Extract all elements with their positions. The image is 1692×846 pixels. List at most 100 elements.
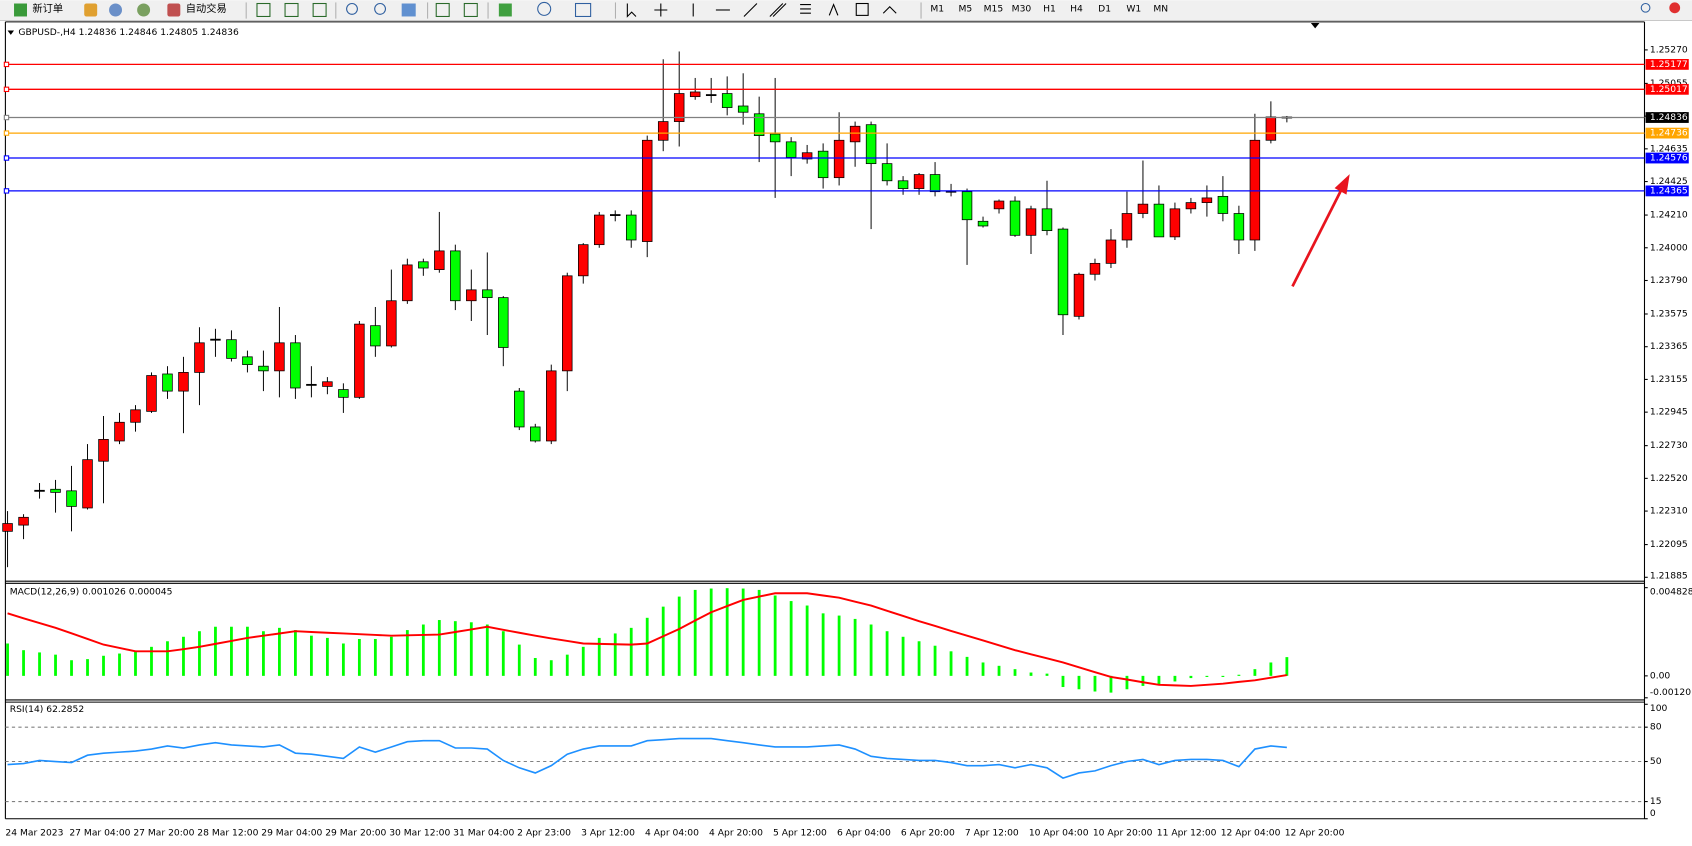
auto-trading-button[interactable]: 自动交易 xyxy=(186,2,227,15)
search-icon[interactable] xyxy=(1640,2,1651,13)
annotation-arrowhead xyxy=(1334,174,1350,195)
macd-bar xyxy=(693,589,697,676)
candle-body xyxy=(1217,195,1229,214)
arrows-icon[interactable] xyxy=(882,5,897,14)
y-tick-label: 0.00 xyxy=(1650,670,1671,681)
templates-icon[interactable] xyxy=(574,2,592,18)
macd-bar xyxy=(629,627,633,676)
macd-bar xyxy=(1045,673,1049,676)
y-tick-label: 80 xyxy=(1650,722,1662,733)
new-order-button[interactable]: 新订单 xyxy=(32,2,63,15)
autoscroll-icon[interactable] xyxy=(435,2,450,18)
candle-body xyxy=(66,490,77,507)
x-tick-label: 12 Apr 20:00 xyxy=(1285,827,1345,838)
candle-body xyxy=(849,125,861,143)
label-icon[interactable] xyxy=(855,2,869,16)
macd-bar xyxy=(613,633,617,676)
candle-body xyxy=(482,289,493,299)
candle-body xyxy=(434,250,445,270)
candle-body xyxy=(594,214,605,246)
timeframe-button[interactable]: M5 xyxy=(958,3,972,14)
candle-body xyxy=(753,113,765,136)
toolbar-icon[interactable] xyxy=(109,3,123,17)
candle-body xyxy=(98,439,109,462)
candle-body xyxy=(1137,203,1149,214)
candle-body xyxy=(609,214,621,216)
macd-bar xyxy=(565,654,569,676)
periods-icon[interactable] xyxy=(537,1,552,16)
price-level-label: 1.24576 xyxy=(1650,153,1688,164)
chart-title: GBPUSD-,H4 1.24836 1.24846 1.24805 1.248… xyxy=(18,27,239,38)
tile-icon[interactable] xyxy=(401,3,416,17)
macd-bar xyxy=(150,646,153,676)
candle-body xyxy=(258,365,269,372)
y-tick-label: 1.25055 xyxy=(1650,78,1688,89)
x-tick-label: 28 Mar 12:00 xyxy=(197,827,258,838)
macd-bar xyxy=(677,596,681,676)
bar-chart-icon[interactable] xyxy=(256,2,271,18)
timeframe-button[interactable]: M30 xyxy=(1012,3,1032,14)
text-icon[interactable] xyxy=(828,3,839,16)
macd-bar xyxy=(373,639,377,676)
macd-bar xyxy=(38,652,41,676)
macd-bar xyxy=(1173,675,1177,682)
candle-body xyxy=(961,191,973,221)
toolbar-icon[interactable] xyxy=(137,3,151,17)
timeframe-button[interactable]: MN xyxy=(1153,3,1168,14)
timeframe-button[interactable]: H4 xyxy=(1070,3,1083,14)
candle-body xyxy=(562,275,573,372)
toolbar-icon[interactable] xyxy=(84,3,98,17)
candle-body xyxy=(34,489,45,492)
notification-icon[interactable] xyxy=(1669,2,1681,14)
candle-body xyxy=(194,342,205,373)
macd-bar xyxy=(1013,669,1017,676)
candle-body xyxy=(402,264,413,302)
candle-chart-icon[interactable] xyxy=(284,2,299,18)
x-tick-label: 2 Apr 23:00 xyxy=(517,827,571,838)
cursor-icon[interactable] xyxy=(626,3,637,18)
auto-trading-icon[interactable] xyxy=(167,3,181,17)
timeframe-button[interactable]: H1 xyxy=(1043,3,1056,14)
zoom-out-icon[interactable] xyxy=(374,2,387,15)
timeframe-button[interactable]: M15 xyxy=(984,3,1004,14)
fibo-icon[interactable] xyxy=(800,4,811,14)
candle-body xyxy=(498,297,509,348)
indicators-icon[interactable] xyxy=(498,3,512,17)
candle-body xyxy=(881,163,893,182)
timeframe-button[interactable]: M1 xyxy=(930,3,944,14)
candle-body xyxy=(929,174,941,193)
candle-body xyxy=(466,289,477,302)
zoom-in-icon[interactable] xyxy=(346,2,358,15)
macd-bar xyxy=(1221,675,1225,677)
y-tick-label: 1.21885 xyxy=(1650,570,1688,581)
candle-body xyxy=(178,372,189,392)
new-order-icon[interactable] xyxy=(14,3,27,17)
candle-body xyxy=(1057,228,1069,316)
trendline-icon[interactable] xyxy=(743,3,758,17)
crosshair-icon[interactable] xyxy=(654,3,668,17)
macd-bar xyxy=(405,630,409,676)
y-tick-label: 15 xyxy=(1650,796,1662,807)
y-tick-label: 1.22730 xyxy=(1650,440,1688,451)
shift-icon[interactable] xyxy=(463,2,478,18)
candle-body xyxy=(1201,197,1213,203)
macd-bar xyxy=(1093,675,1097,692)
x-tick-label: 11 Apr 12:00 xyxy=(1157,827,1217,838)
macd-bar xyxy=(789,601,793,676)
timeframe-button[interactable]: W1 xyxy=(1126,3,1141,14)
price-level-tag xyxy=(1645,58,1689,70)
macd-bar xyxy=(22,650,25,676)
macd-bar xyxy=(501,631,505,676)
candle-body xyxy=(530,426,541,442)
macd-bar xyxy=(1253,669,1257,676)
candle-body xyxy=(1089,262,1101,275)
channel-icon[interactable] xyxy=(769,3,787,17)
x-tick-label: 27 Mar 20:00 xyxy=(133,827,194,838)
timeframe-button[interactable]: D1 xyxy=(1098,3,1111,14)
macd-bar xyxy=(1029,672,1033,676)
candle-body xyxy=(1249,139,1261,241)
macd-bar xyxy=(230,626,233,676)
line-chart-icon[interactable] xyxy=(312,2,327,18)
price-level-handle xyxy=(3,188,10,194)
